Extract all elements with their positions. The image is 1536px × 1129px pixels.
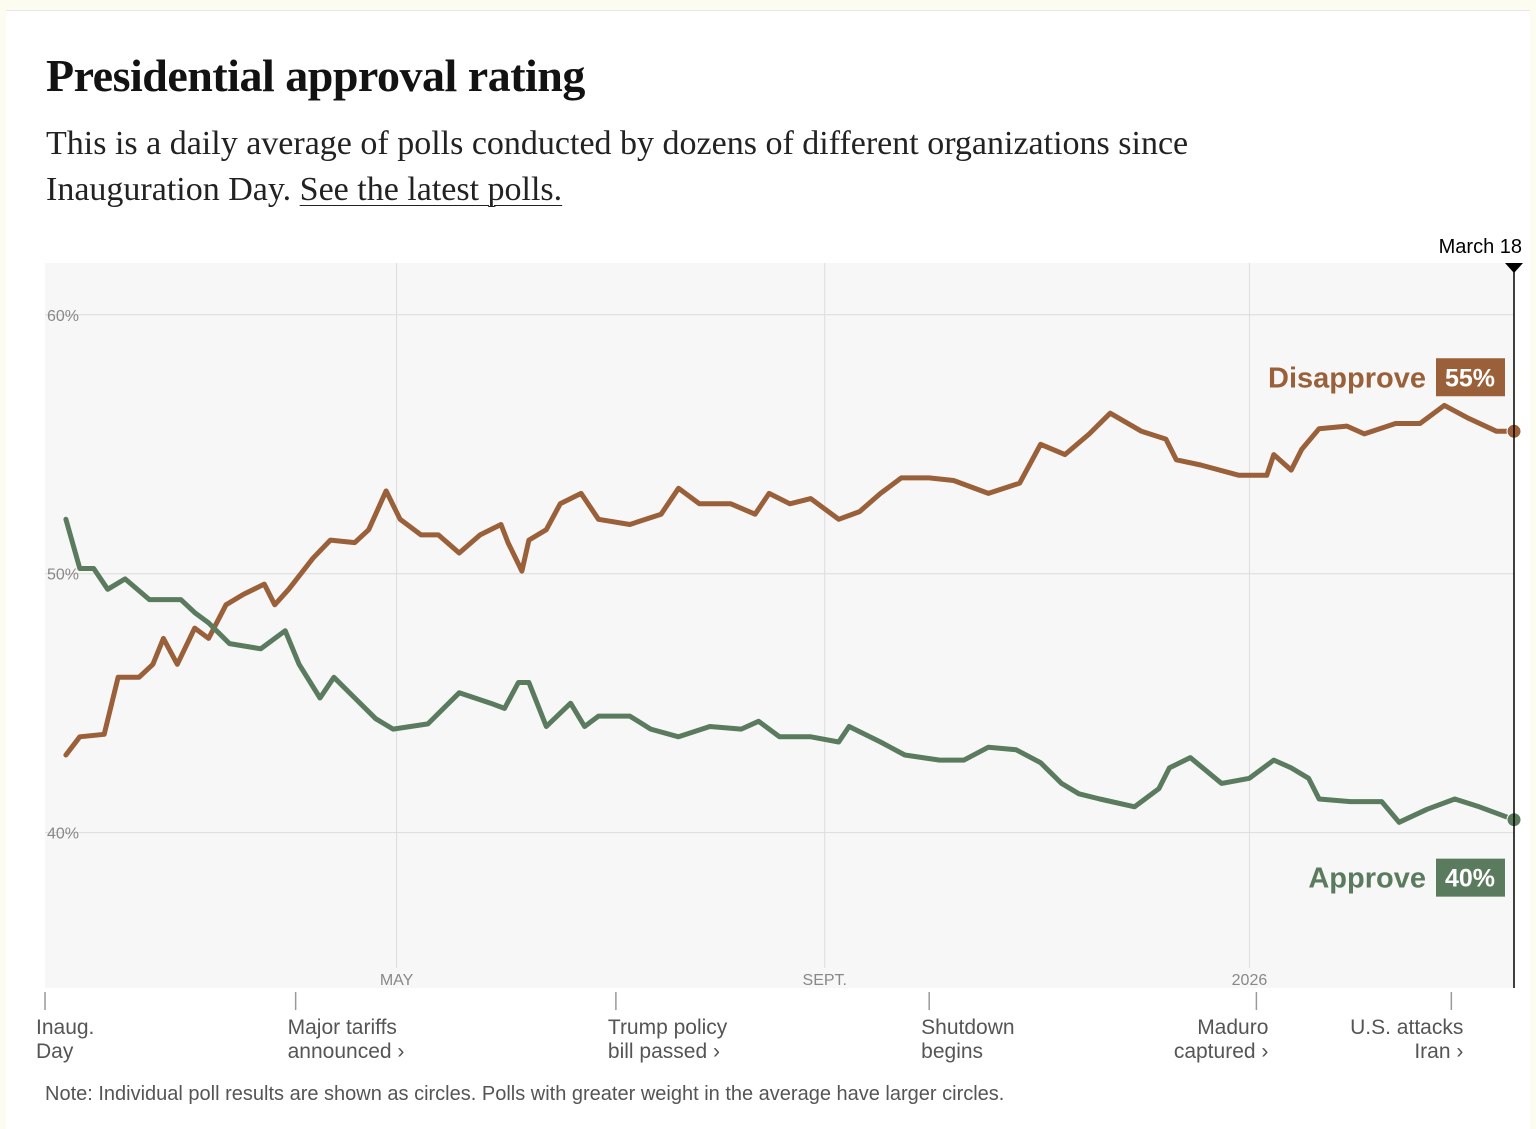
event-label: Shutdown xyxy=(921,1016,1014,1039)
end-label-value: 40% xyxy=(1445,865,1495,893)
end-label-box xyxy=(1436,858,1505,897)
y-tick-label: 50% xyxy=(47,567,79,584)
y-tick-label: 40% xyxy=(47,826,79,843)
event-label: Iran › xyxy=(1414,1040,1463,1063)
note: Note: Individual poll results are shown … xyxy=(45,1083,1004,1105)
event-label: Day xyxy=(36,1040,74,1063)
event-label: announced › xyxy=(288,1040,405,1063)
series-line xyxy=(63,402,1517,758)
chart-title: Presidential approval rating xyxy=(46,50,585,101)
subtitle-text: This is a daily average of polls conduct… xyxy=(46,125,1189,208)
cursor-label: March 18 xyxy=(1439,236,1522,258)
x-tick-label: MAY xyxy=(380,972,414,989)
plot-background xyxy=(45,263,1514,988)
event-label: U.S. attacks xyxy=(1350,1016,1463,1039)
event-label: Maduro xyxy=(1197,1016,1268,1039)
event-label: begins xyxy=(921,1040,983,1063)
x-tick-label: SEPT. xyxy=(803,972,847,989)
y-tick-label: 60% xyxy=(47,308,79,325)
event-label: captured › xyxy=(1174,1040,1269,1063)
event-label: bill passed › xyxy=(608,1040,720,1063)
polls-link[interactable]: See the latest polls. xyxy=(299,171,563,208)
event-label: Major tariffs xyxy=(288,1016,397,1039)
subtitle: This is a daily average of polls conduct… xyxy=(46,121,1196,213)
x-tick-label: 2026 xyxy=(1232,972,1268,989)
event-label: Inaug. xyxy=(36,1016,94,1039)
end-label-box xyxy=(1436,358,1505,397)
end-label-value: 55% xyxy=(1445,364,1495,392)
legend-label: Disapprove xyxy=(1268,362,1426,394)
event-label: Trump policy xyxy=(608,1016,728,1039)
legend-label: Approve xyxy=(1308,863,1426,895)
series-line xyxy=(63,516,1517,825)
cursor-marker xyxy=(1505,263,1523,273)
